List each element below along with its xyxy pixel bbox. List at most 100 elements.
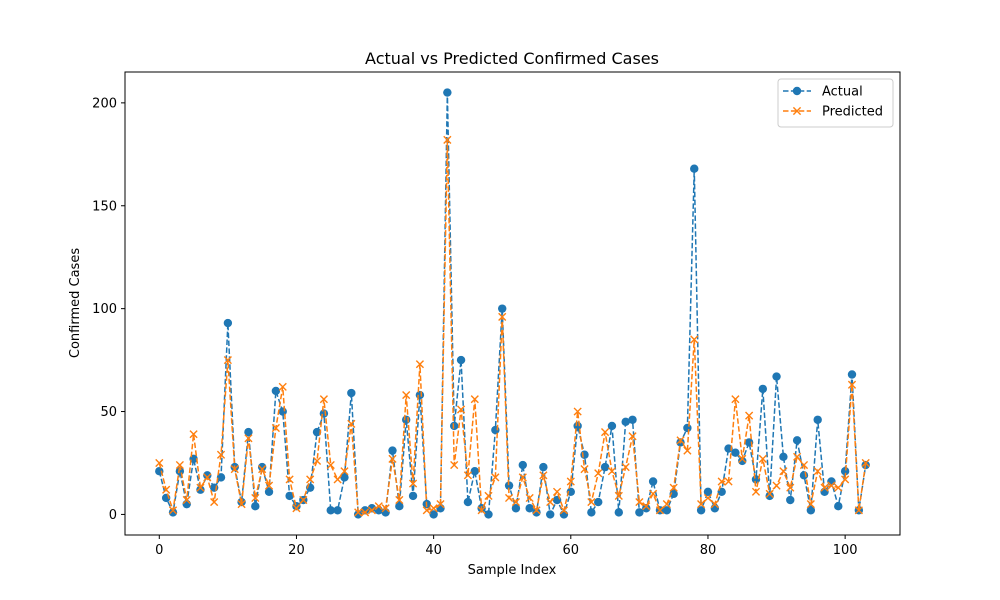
data-point-predicted <box>175 460 184 470</box>
data-point-predicted <box>299 495 308 505</box>
data-point-actual <box>326 506 335 515</box>
data-point-actual <box>333 506 342 515</box>
data-point-actual <box>257 462 267 472</box>
data-point-predicted <box>381 504 390 513</box>
data-point-predicted <box>703 493 713 503</box>
series-line-predicted <box>158 139 867 514</box>
data-point-predicted <box>827 481 836 490</box>
chart-title: Actual vs Predicted Confirmed Cases <box>365 49 659 68</box>
data-point-predicted <box>271 423 280 433</box>
data-point-actual <box>216 473 226 482</box>
data-point-predicted <box>511 497 521 507</box>
data-point-predicted <box>319 395 328 404</box>
data-point-predicted <box>285 475 294 484</box>
data-point-predicted <box>607 467 617 476</box>
data-point-predicted <box>580 465 589 474</box>
data-point-predicted <box>470 395 479 404</box>
data-point-predicted <box>422 506 431 515</box>
data-point-predicted <box>847 380 857 389</box>
data-point-actual <box>401 415 411 424</box>
data-point-predicted <box>333 475 342 484</box>
data-point-actual <box>751 475 761 484</box>
data-point-actual <box>518 460 527 470</box>
x-tick-label: 100 <box>833 543 858 558</box>
data-point-predicted <box>539 471 548 480</box>
data-point-predicted <box>162 485 171 494</box>
data-point-predicted <box>662 500 671 509</box>
legend-label-actual: Actual <box>822 85 863 100</box>
data-point-predicted <box>264 481 274 490</box>
data-point-predicted <box>717 477 726 486</box>
data-point-actual <box>285 491 294 501</box>
data-point-predicted <box>415 360 425 369</box>
x-tick-label: 40 <box>425 543 442 558</box>
data-point-predicted <box>765 489 774 498</box>
data-point-predicted <box>196 483 205 492</box>
x-axis-label: Sample Index <box>468 563 557 578</box>
data-point-predicted <box>408 479 418 488</box>
series-layer <box>155 88 870 519</box>
data-point-actual <box>347 388 356 398</box>
data-point-actual <box>546 510 555 519</box>
data-point-predicted <box>491 473 500 482</box>
data-point-predicted <box>402 390 411 400</box>
data-point-predicted <box>388 454 397 463</box>
data-point-predicted <box>861 458 870 468</box>
data-point-predicted <box>189 430 198 439</box>
data-point-predicted <box>216 450 226 459</box>
series-predicted <box>155 135 870 517</box>
data-point-actual <box>614 508 624 517</box>
data-point-predicted <box>772 481 781 490</box>
data-point-predicted <box>525 493 534 503</box>
data-point-predicted <box>360 508 370 517</box>
data-point-predicted <box>374 502 383 511</box>
data-point-predicted <box>806 500 815 509</box>
data-point-predicted <box>367 506 376 515</box>
data-point-predicted <box>628 432 637 441</box>
legend-item-actual: Actual <box>783 85 863 100</box>
data-point-predicted <box>642 502 651 511</box>
data-point-actual <box>463 497 473 507</box>
data-point-actual <box>607 421 617 431</box>
data-point-predicted <box>697 500 706 509</box>
data-point-predicted <box>223 355 232 365</box>
series-actual <box>155 88 870 519</box>
data-point-predicted <box>354 508 363 517</box>
data-point-actual <box>504 481 514 490</box>
data-point-actual <box>587 508 596 517</box>
data-point-actual <box>292 501 301 511</box>
data-point-actual <box>203 471 212 480</box>
data-point-actual <box>792 436 802 445</box>
data-point-predicted <box>210 497 219 507</box>
data-point-predicted <box>683 446 692 455</box>
data-point-predicted <box>820 483 829 492</box>
data-point-actual <box>429 510 438 519</box>
data-point-predicted <box>793 452 802 461</box>
data-point-predicted <box>258 465 267 474</box>
data-point-predicted <box>326 460 335 470</box>
data-point-predicted <box>587 497 596 507</box>
legend-marker-actual <box>792 86 802 96</box>
data-point-predicted <box>168 506 178 515</box>
data-point-actual <box>278 407 287 416</box>
data-point-actual <box>395 501 404 511</box>
data-point-predicted <box>498 312 507 321</box>
data-point-actual <box>525 504 534 513</box>
data-point-predicted <box>745 411 754 420</box>
data-point-predicted <box>532 506 541 515</box>
data-point-predicted <box>230 465 239 474</box>
data-point-actual <box>834 501 843 511</box>
data-point-actual <box>251 501 260 511</box>
data-point-actual <box>388 446 397 455</box>
data-point-predicted <box>443 135 452 145</box>
data-point-actual <box>642 504 651 513</box>
data-point-actual <box>484 510 493 519</box>
data-point-actual <box>511 504 521 513</box>
data-point-actual <box>539 462 548 472</box>
data-point-predicted <box>436 500 445 509</box>
data-point-predicted <box>450 460 459 470</box>
data-point-actual <box>353 510 363 519</box>
y-tick-label: 50 <box>100 405 117 420</box>
x-tick-label: 20 <box>288 543 305 558</box>
data-point-predicted <box>594 469 603 478</box>
